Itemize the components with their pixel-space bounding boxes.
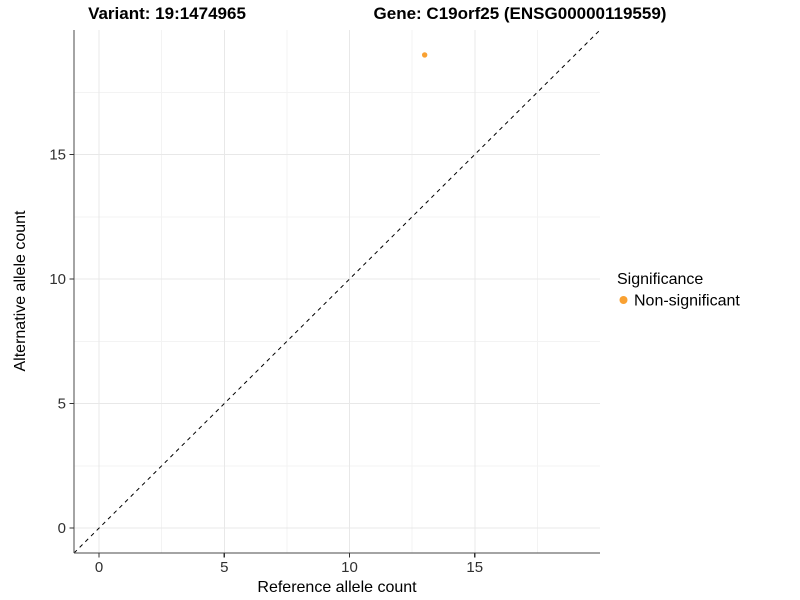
axis-tick-marks <box>69 153 476 558</box>
legend: Significance Non-significant <box>617 271 740 310</box>
left-plot-title: Variant: 19:1474965 <box>88 4 246 23</box>
x-axis-title: Reference allele count <box>257 579 417 596</box>
legend-entry-label: Non-significant <box>634 293 740 310</box>
x-tick-label: 10 <box>341 559 358 576</box>
legend-key-dot-icon <box>619 296 628 304</box>
legend-title: Significance <box>617 271 703 288</box>
right-plot-title: Gene: C19orf25 (ENSG00000119559) <box>374 4 667 23</box>
y-tick-label: 10 <box>49 271 66 288</box>
major-gridlines <box>74 30 600 553</box>
axis-lines <box>73 30 600 554</box>
y-axis-title: Alternative allele count <box>12 210 29 372</box>
y-tick-label: 15 <box>49 147 66 164</box>
y-tick-label: 5 <box>58 396 66 413</box>
data-points <box>421 52 428 58</box>
axis-tick-labels: 0 5 10 15 0 5 10 15 <box>49 147 483 576</box>
scatter-point <box>421 52 428 58</box>
x-tick-label: 0 <box>95 559 103 576</box>
y-tick-label: 0 <box>58 520 66 537</box>
x-tick-label: 5 <box>220 559 228 576</box>
identity-dashed-line <box>73 29 601 554</box>
x-tick-label: 15 <box>466 559 483 576</box>
